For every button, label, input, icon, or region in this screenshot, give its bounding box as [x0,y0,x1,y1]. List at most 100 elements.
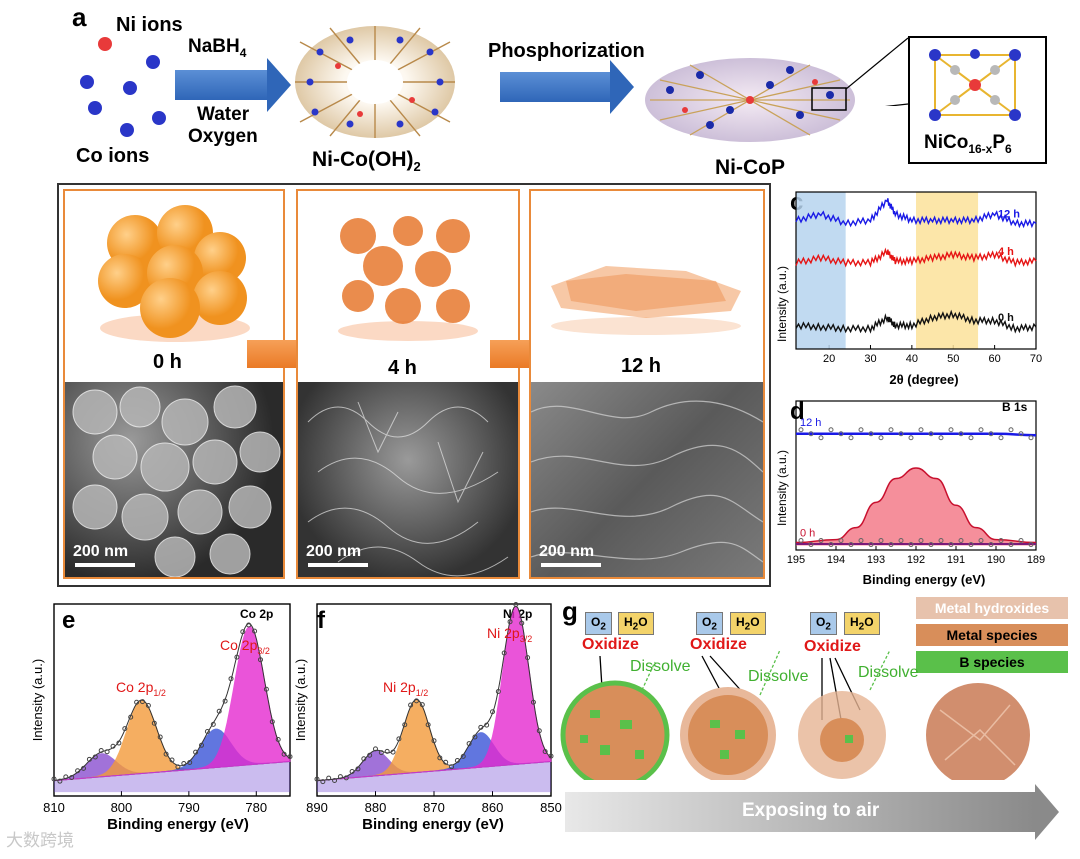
panel-d-ylabel: Intensity (a.u.) [775,450,789,526]
panel-e-corner: Co 2p [240,607,273,621]
c-tick-label-0: 20 [823,353,835,365]
xps-point-2-81 [210,721,216,727]
xps-tick-label-2-2: 790 [178,800,200,815]
sem-image-0h: 200 nm [65,382,283,577]
arrow-step2 [500,60,634,114]
xps-tick-label-2-1: 800 [111,800,133,815]
d-tick-label-2: 193 [867,554,885,566]
zoom-lines [846,37,909,106]
xps-point-3-63 [437,755,443,761]
cluster-inset: NiCo16-xP6 [908,36,1047,164]
sem-texture-0h [72,385,281,577]
spheres-0h [98,205,250,342]
d-point-12h-1 [808,431,814,437]
c-trace-label-1: 4 h [998,246,1014,258]
panel-b-frame [57,183,771,587]
xps-tick-label-3-3: 860 [482,800,504,815]
d-point-0h-3 [828,542,834,548]
xps-tick-label-2-0: 810 [43,800,65,815]
xps-point-3-3 [320,779,326,785]
xps-point-3-57 [425,722,431,728]
xps-point-3-102 [513,602,519,608]
xps-point-3-48 [408,702,414,708]
panel-f-xlabel: Binding energy (eV) [362,816,504,833]
d-point-12h-4 [838,431,844,437]
d-point-0h-21 [1008,542,1014,548]
xps-point-2-33 [116,740,122,746]
scale-bar-0h: 200 nm [73,543,129,560]
b1s-chart: d B 1s Intensity (a.u.) Binding energy (… [775,398,1045,587]
d-point-0h-1 [808,542,814,548]
d-point-0h-17 [968,542,974,548]
panel-d-xlabel: Binding energy (eV) [863,572,986,587]
xps-peak-2-3 [53,626,291,782]
xps-point-2-12 [75,768,81,774]
dissolve-3: Dissolve [858,664,919,681]
phosphorization-label: Phosphorization [488,40,645,62]
cluster-formula: NiCo16-xP6 [924,132,1012,156]
xps-point-2-60 [169,757,175,763]
xps-point-2-108 [263,686,269,692]
d-point-0h-0 [798,538,804,544]
xps-frame-2 [53,603,291,797]
d-point-0h-23 [1028,542,1034,548]
xps-point-3-69 [449,764,455,770]
xps-tick-label-3-0: 890 [306,800,328,815]
c-series-4h [795,247,1037,268]
c-tick-label-5: 70 [1030,353,1042,365]
exposing-arrow [565,792,1035,832]
xps-point-3-15 [343,775,349,781]
xps-point-3-111 [530,699,536,705]
reagent-water: Water [197,104,250,125]
xps-point-2-0 [51,776,57,782]
d-point-12h-23 [1028,435,1034,441]
d-point-12h-21 [1008,427,1014,433]
co2p-chart: e Co 2p Intensity (a.u.) Binding energy … [30,603,293,833]
d-point-12h-14 [938,435,944,441]
panel-d-label: d [790,398,805,425]
xps-point-3-36 [384,748,390,754]
d-point-12h-16 [958,431,964,437]
panel-b-4h: 4 h 200 nm [296,189,520,579]
d-label-0h: 0 h [800,528,815,540]
panel-c-ticks: 20 30 40 50 60 70 [823,345,1042,365]
xps-point-2-105 [258,657,263,663]
particles-g [560,650,1030,780]
panel-e-peak1: Co 2p1/2 [116,679,166,698]
xps-point-3-9 [332,778,338,784]
flowers-4h [338,216,478,341]
panel-f-label: f [317,607,326,634]
xps-tick-label-3-2: 870 [423,800,445,815]
scale-bar-line-4h [308,563,368,567]
xps-point-3-99 [507,619,513,625]
xps-point-2-63 [175,764,181,770]
d-point-12h-7 [868,431,874,437]
d-point-12h-0 [798,427,804,433]
time-12h: 12 h [621,355,662,377]
d-point-0h-22 [1018,538,1024,544]
xps-point-2-57 [163,751,169,757]
xps-point-2-111 [269,719,275,725]
xps-point-2-75 [199,742,204,748]
xps-point-2-102 [252,628,258,634]
panel-d-corner: B 1s [1002,400,1028,414]
time-4h: 4 h [388,357,417,379]
panel-b-12h: 12 h 200 nm [529,189,765,579]
c-tick-label-4: 60 [988,353,1000,365]
xps-point-3-30 [373,746,378,752]
d-point-0h-15 [948,542,954,548]
xps-point-3-66 [443,759,449,765]
time-0h: 0 h [153,351,182,373]
ni2p-chart: f Ni 2p Intensity (a.u.) Binding energy … [293,602,562,833]
xps-point-2-45 [140,699,145,705]
co-ions-label: Co ions [76,145,150,167]
d-point-12h-17 [968,435,974,441]
panel-e-plot [51,603,293,797]
d-frame [795,400,1037,551]
xps-point-2-84 [216,708,222,714]
d-point-12h-15 [948,427,954,433]
c-trace-label-2: 0 h [998,312,1014,324]
o2-tag-1: O2 [585,612,612,636]
xps-point-2-93 [234,654,240,660]
d-point-12h-20 [998,435,1004,441]
